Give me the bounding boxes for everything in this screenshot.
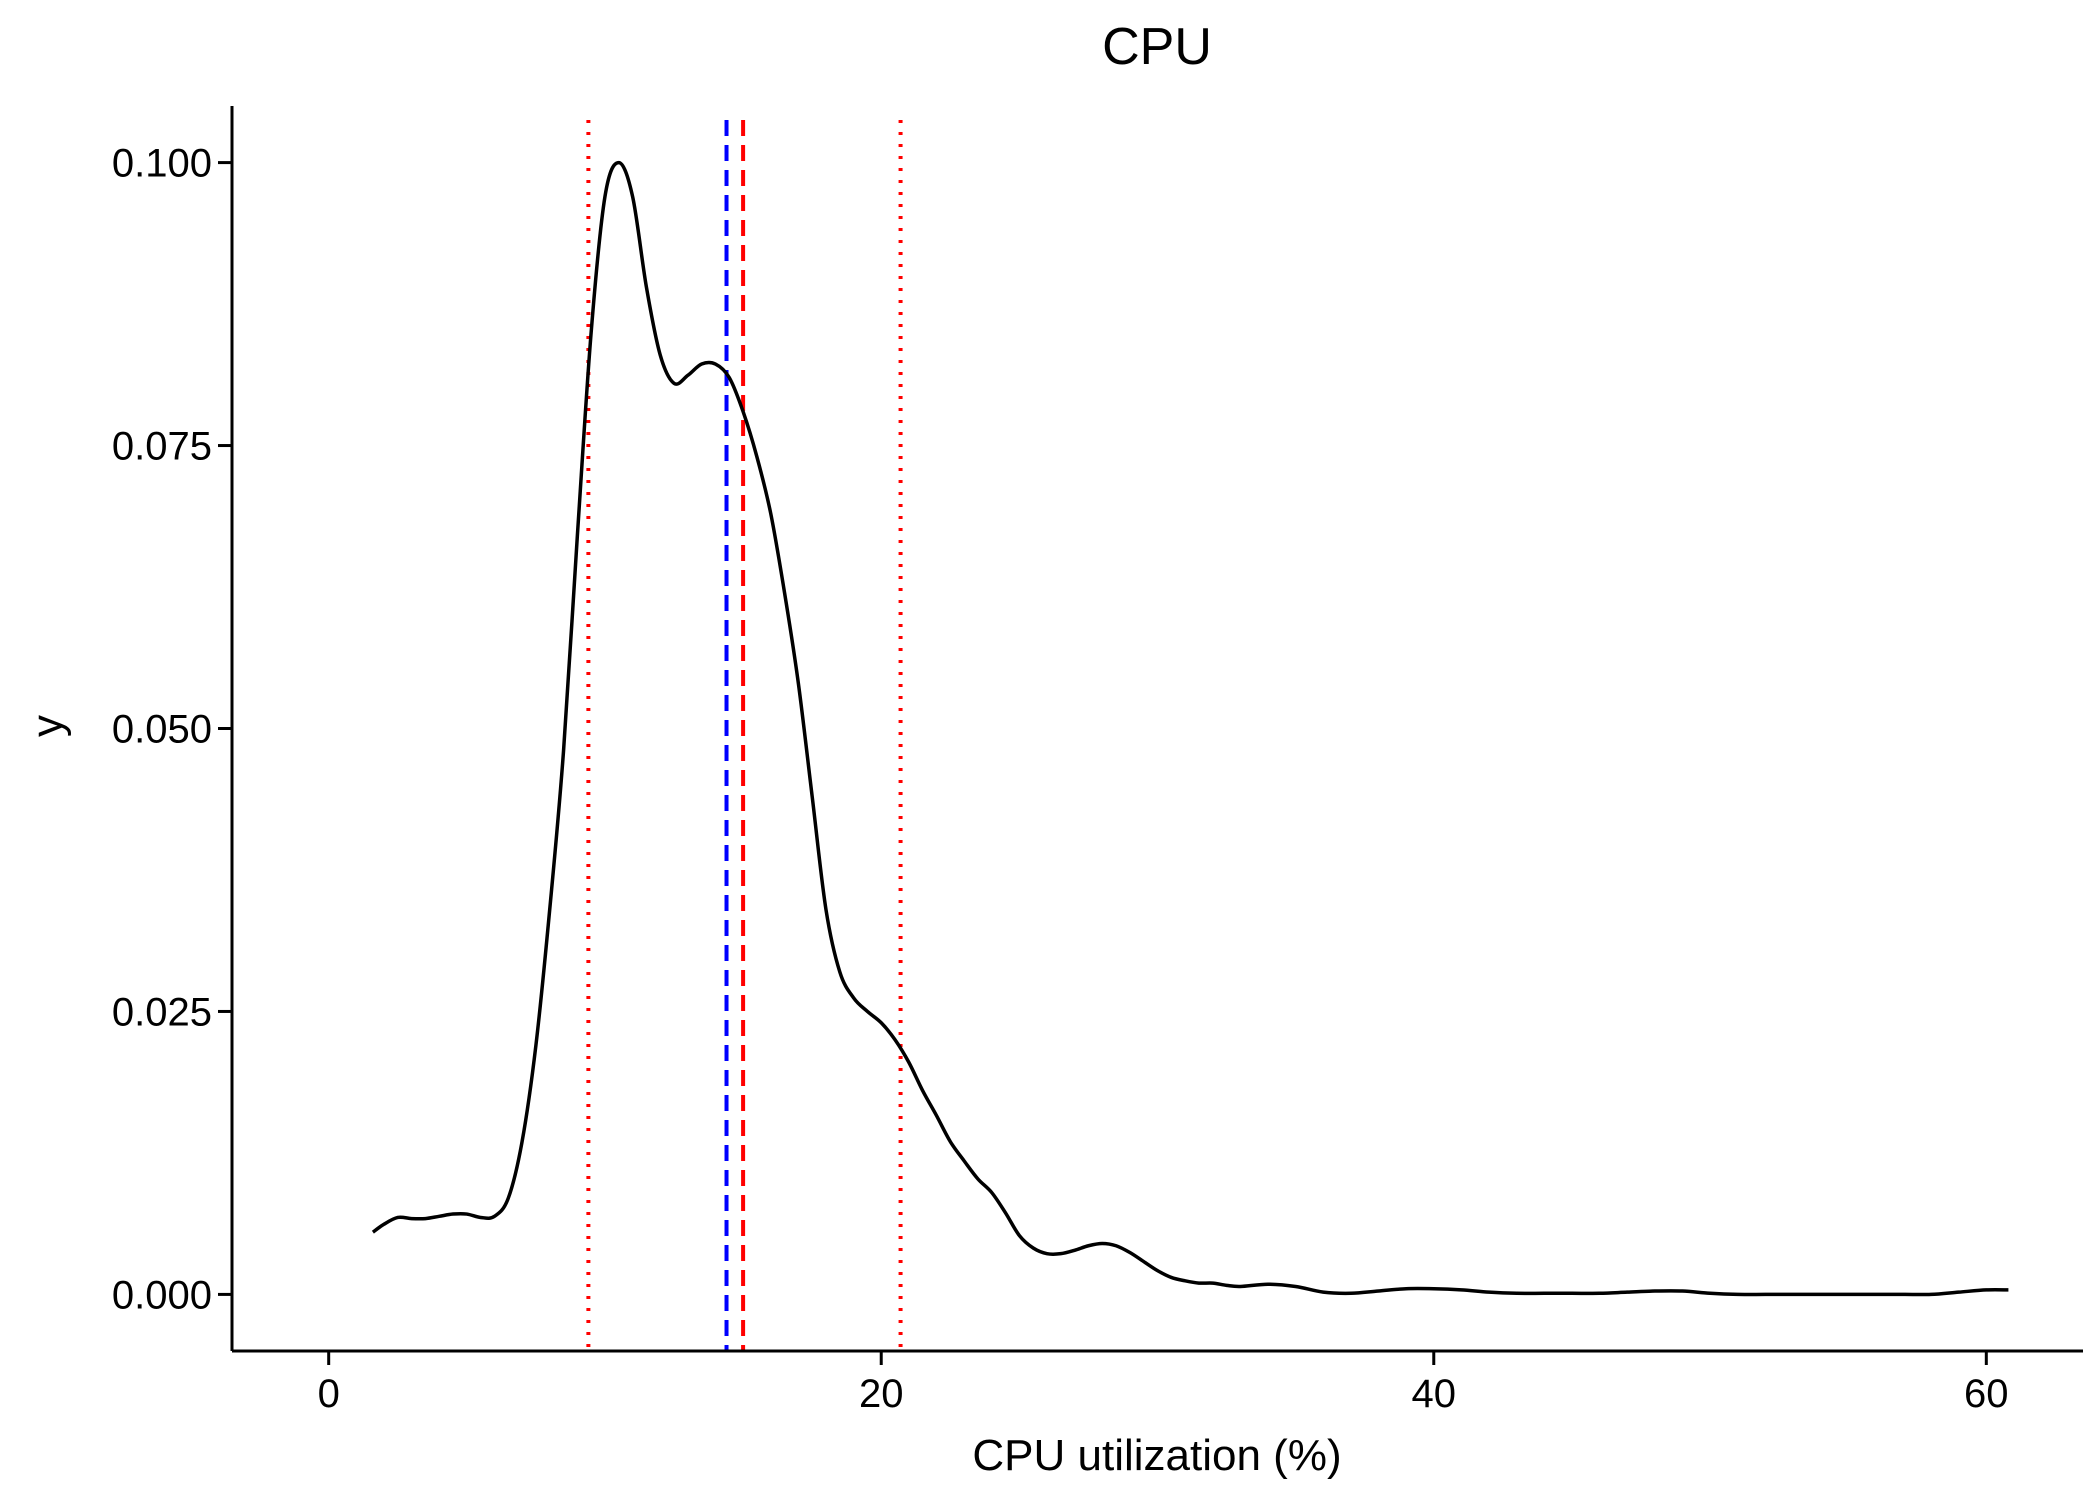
chart-title: CPU xyxy=(1102,18,1212,76)
x-tick-label: 60 xyxy=(1964,1372,2009,1416)
y-tick-label: 0.075 xyxy=(112,425,212,469)
y-tick-label: 0.100 xyxy=(112,142,212,186)
reference-lines xyxy=(586,120,903,1351)
x-tick-label: 20 xyxy=(859,1372,904,1416)
x-axis-label: CPU utilization (%) xyxy=(972,1431,1341,1480)
y-tick-label: 0.050 xyxy=(112,708,212,752)
y-axis-label: y xyxy=(23,715,72,737)
y-tick-label: 0.025 xyxy=(112,990,212,1034)
x-tick-label: 0 xyxy=(318,1372,340,1416)
x-tick-label: 40 xyxy=(1412,1372,1457,1416)
y-axis-ticks: 0.000 0.025 0.050 0.075 0.100 xyxy=(112,142,232,1317)
series-group xyxy=(371,160,2009,1297)
y-tick-label: 0.000 xyxy=(112,1273,212,1317)
x-axis-ticks: 0 20 40 60 xyxy=(318,1351,2009,1416)
density-curve xyxy=(371,160,2009,1297)
